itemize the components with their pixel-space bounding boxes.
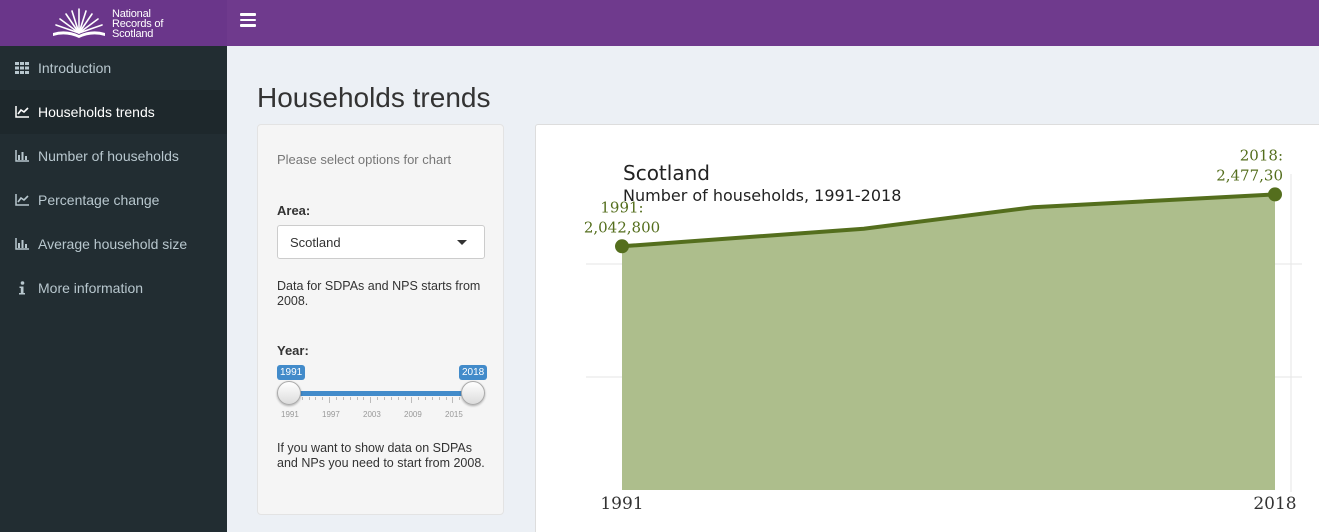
sidebar: Introduction Households trends Number of…	[0, 46, 227, 532]
households-area-chart[interactable]: 1991: 2,042,800 2018: 2,477,30 1991 2018	[554, 144, 1304, 532]
sidebar-item-percentage-change[interactable]: Percentage change	[0, 178, 227, 222]
bottom-note: If you want to show data on SDPAs and NP…	[277, 441, 485, 470]
bar-chart-icon	[14, 236, 30, 252]
chart-options-panel: Please select options for chart Area: Sc…	[257, 124, 504, 515]
info-icon	[14, 280, 30, 296]
nrs-logo-mark	[53, 8, 105, 38]
year-range-slider[interactable]: 1991 2018	[277, 365, 489, 425]
year-from-tag: 1991	[277, 365, 306, 380]
slider-track[interactable]	[288, 391, 473, 396]
sidebar-item-number-of-households[interactable]: Number of households	[0, 134, 227, 178]
x-tick-label: 1991	[600, 494, 643, 514]
sidebar-item-label: Households trends	[38, 104, 155, 120]
grid-icon	[14, 60, 30, 76]
sidebar-item-average-household-size[interactable]: Average household size	[0, 222, 227, 266]
slider-tick-label: 1997	[322, 410, 340, 419]
sidebar-item-label: Introduction	[38, 60, 112, 76]
page-title: Households trends	[257, 82, 491, 113]
data-point[interactable]	[1268, 187, 1282, 202]
data-label: 2,477,30	[1216, 166, 1283, 184]
menu-toggle-icon[interactable]	[240, 13, 256, 29]
slider-tick-label: 2015	[445, 410, 463, 419]
data-label: 2,042,800	[584, 218, 660, 236]
area-note: Data for SDPAs and NPS starts from 2008.	[277, 279, 481, 308]
year-from-handle[interactable]	[277, 381, 301, 405]
slider-ticks	[288, 397, 474, 405]
data-point[interactable]	[615, 239, 629, 254]
data-label: 1991:	[600, 198, 643, 216]
year-label: Year:	[277, 343, 309, 358]
caret-down-icon	[457, 240, 467, 245]
sidebar-item-households-trends[interactable]: Households trends	[0, 90, 227, 134]
area-fill	[622, 194, 1275, 490]
sidebar-item-more-information[interactable]: More information	[0, 266, 227, 310]
logo-text: National Records of Scotland	[112, 8, 164, 40]
sidebar-item-label: Percentage change	[38, 192, 160, 208]
line-chart-icon	[14, 104, 30, 120]
area-select[interactable]: Scotland	[277, 225, 485, 259]
top-header: National Records of Scotland	[0, 0, 1319, 46]
slider-tick-label: 2009	[404, 410, 422, 419]
sidebar-item-label: Average household size	[38, 236, 188, 252]
area-label: Area:	[277, 203, 311, 218]
chart-subtitle: Number of households, 1991-2018	[623, 186, 902, 205]
panel-prompt: Please select options for chart	[277, 152, 452, 167]
bar-chart-icon	[14, 148, 30, 164]
sidebar-item-label: More information	[38, 280, 144, 296]
year-to-tag: 2018	[459, 365, 488, 380]
year-to-handle[interactable]	[461, 381, 485, 405]
x-tick-label: 2018	[1253, 494, 1296, 514]
sidebar-item-introduction[interactable]: Introduction	[0, 46, 227, 90]
sidebar-item-label: Number of households	[38, 148, 179, 164]
area-select-value: Scotland	[290, 235, 341, 250]
chart-title: Scotland	[623, 161, 710, 185]
line-chart-icon	[14, 192, 30, 208]
data-label: 2018:	[1240, 146, 1283, 164]
slider-tick-label: 1991	[281, 410, 299, 419]
series-line	[621, 192, 1276, 249]
slider-tick-label: 2003	[363, 410, 381, 419]
logo[interactable]: National Records of Scotland	[0, 0, 227, 46]
